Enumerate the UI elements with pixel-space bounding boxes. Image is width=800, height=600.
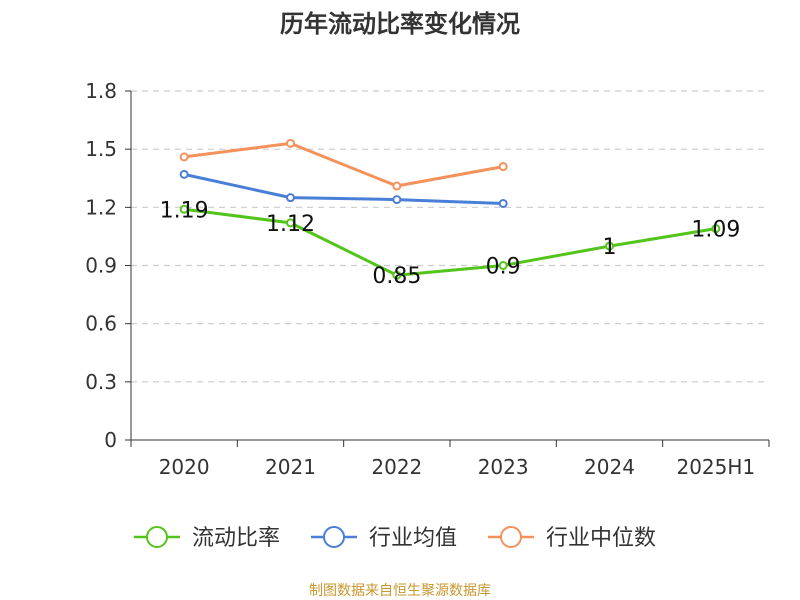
data-point — [286, 218, 295, 228]
series-line-2 — [183, 141, 504, 188]
data-label: 1.09 — [691, 218, 740, 243]
legend-item-2: 行业中位数 — [488, 526, 656, 551]
data-label: 1 — [603, 235, 617, 260]
data-label: 0.85 — [372, 264, 421, 289]
data-point — [286, 193, 295, 203]
data-point — [392, 181, 402, 191]
legend-swatch-marker — [500, 526, 522, 548]
y-tick-label: 0.3 — [85, 370, 117, 394]
legend-swatch-marker — [323, 526, 345, 548]
data-label: 0.9 — [486, 255, 521, 280]
y-tick-label: 1.5 — [85, 137, 117, 161]
x-tick-label: 2023 — [478, 455, 529, 479]
data-point — [605, 241, 614, 251]
data-point — [711, 224, 721, 234]
data-point — [286, 138, 295, 148]
x-tick-label: 2021 — [265, 455, 316, 479]
series-line-1 — [183, 172, 504, 205]
data-point — [498, 198, 508, 208]
x-tick-label: 2024 — [584, 455, 635, 479]
data-point — [498, 162, 508, 172]
y-tick-label: 1.2 — [85, 195, 117, 219]
legend-item-1: 行业均值 — [311, 526, 457, 551]
data-label: 1.19 — [160, 198, 209, 223]
y-tick-label: 0.9 — [85, 254, 117, 278]
data-point — [179, 169, 189, 179]
legend-swatch-marker — [146, 526, 168, 548]
legend-item-0: 流动比率 — [134, 526, 280, 551]
data-point — [179, 204, 189, 214]
chart-title: 历年流动比率变化情况 — [280, 10, 520, 38]
data-point — [179, 152, 189, 162]
source-note: 制图数据来自恒生聚源数据库 — [309, 583, 491, 599]
x-tick-label: 2022 — [371, 455, 422, 479]
y-tick-label: 1.8 — [85, 79, 117, 103]
legend-label: 流动比率 — [192, 526, 280, 551]
y-tick-label: 0 — [104, 428, 117, 452]
x-tick-label: 2020 — [159, 455, 210, 479]
data-label: 1.12 — [266, 212, 315, 237]
data-point — [392, 270, 402, 280]
data-point — [498, 261, 508, 270]
legend-label: 行业均值 — [369, 526, 457, 551]
y-tick-label: 0.6 — [85, 312, 117, 336]
data-point — [392, 195, 402, 205]
series-line-0 — [183, 207, 717, 277]
x-tick-label: 2025H1 — [676, 455, 755, 479]
legend-label: 行业中位数 — [546, 526, 656, 551]
